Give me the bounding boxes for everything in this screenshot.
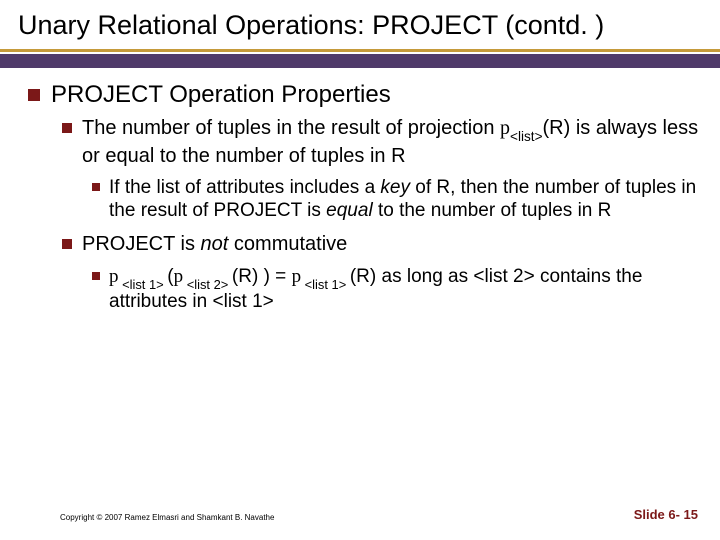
accent-band [0, 54, 720, 68]
square-bullet-icon [62, 239, 72, 249]
pi-symbol: p [109, 266, 119, 287]
slide-title: Unary Relational Operations: PROJECT (co… [18, 10, 702, 41]
level3-item: If the list of attributes includes a key… [92, 176, 702, 222]
text-fragment: If the list of attributes includes a [109, 177, 380, 198]
italic-text: key [380, 177, 410, 198]
subscript: <list> [510, 129, 543, 144]
pi-symbol: p [174, 266, 184, 287]
level3-text: If the list of attributes includes a key… [109, 176, 702, 222]
level2-item: The number of tuples in the result of pr… [62, 116, 702, 168]
level3-item: p <list 1> (p <list 2> (R) ) = p <list 1… [92, 265, 702, 314]
square-bullet-icon [28, 89, 40, 101]
square-bullet-icon [62, 123, 72, 133]
content-area: PROJECT Operation Properties The number … [0, 68, 720, 313]
title-region: Unary Relational Operations: PROJECT (co… [0, 0, 720, 52]
text-fragment: The number of tuples in the result of pr… [82, 117, 500, 139]
level3-text: p <list 1> (p <list 2> (R) ) = p <list 1… [109, 265, 702, 314]
pi-symbol: p [292, 266, 302, 287]
level2-text: The number of tuples in the result of pr… [82, 116, 702, 168]
level2-text: PROJECT is not commutative [82, 232, 347, 256]
text-fragment: commutative [228, 233, 347, 255]
italic-text: not [201, 233, 229, 255]
subscript: <list 2> [183, 277, 232, 292]
level1-item: PROJECT Operation Properties [28, 80, 702, 110]
italic-text: equal [326, 200, 373, 221]
square-bullet-icon [92, 272, 100, 280]
copyright-text: Copyright © 2007 Ramez Elmasri and Shamk… [60, 513, 274, 522]
slide-number: Slide 6- 15 [634, 507, 698, 522]
subscript: <list 1> [301, 277, 350, 292]
square-bullet-icon [92, 183, 100, 191]
subscript: <list 1> [119, 277, 168, 292]
text-fragment: PROJECT is [82, 233, 201, 255]
footer: Copyright © 2007 Ramez Elmasri and Shamk… [0, 507, 720, 522]
text-fragment: to the number of tuples in R [373, 200, 612, 221]
level2-item: PROJECT is not commutative [62, 232, 702, 256]
pi-symbol: p [500, 117, 510, 139]
text-fragment: (R) ) = [232, 266, 292, 287]
level1-text: PROJECT Operation Properties [51, 80, 391, 110]
